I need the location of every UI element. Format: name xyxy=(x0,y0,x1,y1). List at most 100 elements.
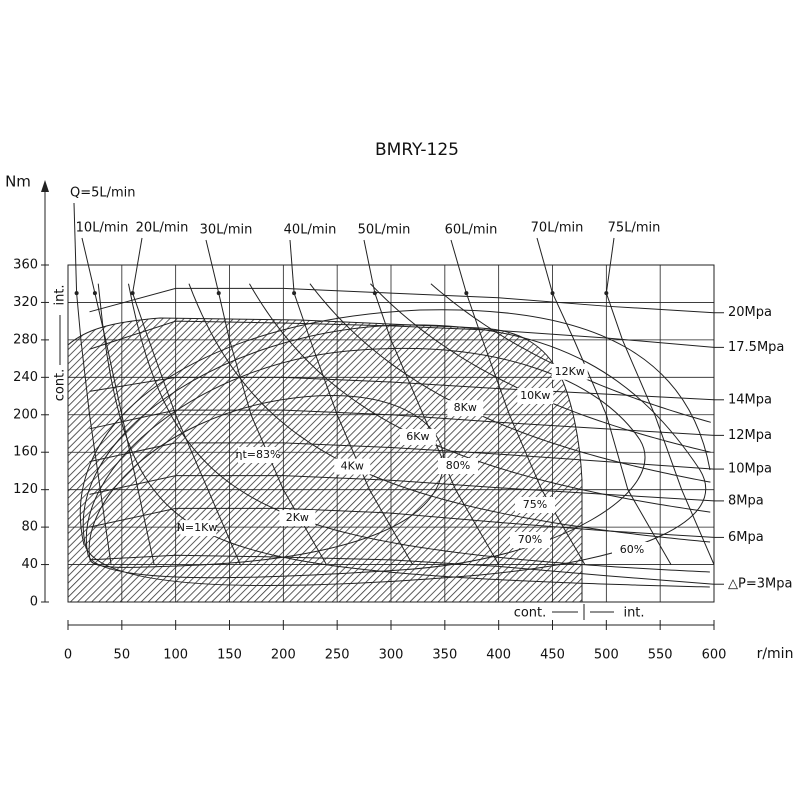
pressure-curve xyxy=(89,320,715,350)
flow-leader xyxy=(132,237,143,294)
flow-curve xyxy=(374,292,500,565)
y-tick-label: 200 xyxy=(13,407,38,422)
int-label-left: int. xyxy=(53,284,68,305)
power-label-bg xyxy=(551,363,588,380)
y-tick-label: 280 xyxy=(13,332,38,347)
power-label-bg xyxy=(517,388,554,405)
pressure-label: 6Mpa xyxy=(728,530,764,545)
power-label-bg xyxy=(399,428,436,445)
x-tick-label: 600 xyxy=(702,648,727,663)
y-tick-label: 40 xyxy=(21,557,38,572)
pressure-label: 8Mpa xyxy=(728,493,764,508)
y-tick-label: 320 xyxy=(13,295,38,310)
efficiency-label-bg xyxy=(515,497,555,513)
power-label-bg xyxy=(180,520,217,537)
flow-label: 60L/min xyxy=(445,223,498,238)
pressure-label: 14Mpa xyxy=(728,392,772,407)
y-axis-arrow xyxy=(41,180,49,192)
flow-label: 20L/min xyxy=(136,221,189,236)
efficiency-label-bg xyxy=(238,447,278,463)
efficiency-label-bg xyxy=(438,458,478,474)
flow-label: 50L/min xyxy=(358,223,411,238)
flow-curve xyxy=(94,292,155,565)
efficiency-label: 70% xyxy=(518,533,542,546)
pressure-label: △P=3Mpa xyxy=(728,577,792,592)
pressure-curve xyxy=(89,376,715,401)
int-label-bottom: int. xyxy=(623,606,644,621)
flow-label: 70L/min xyxy=(531,221,584,236)
flow-leader xyxy=(605,237,615,294)
efficiency-label-bg xyxy=(510,532,550,548)
pressure-label: 20Mpa xyxy=(728,305,772,320)
x-tick-label: 200 xyxy=(271,648,296,663)
flow-label: Q=5L/min xyxy=(70,186,136,201)
x-tick-label: 300 xyxy=(379,648,404,663)
flow-curve xyxy=(76,293,112,565)
x-tick-label: 250 xyxy=(325,648,350,663)
power-label: 12Kw xyxy=(555,365,585,378)
x-tick-label: 450 xyxy=(540,648,565,663)
flow-curve xyxy=(465,292,586,565)
pressure-label: 10Mpa xyxy=(728,462,772,477)
flow-curve xyxy=(552,292,672,565)
flow-pointer xyxy=(292,291,297,296)
pressure-curve xyxy=(89,287,715,314)
flow-pointer xyxy=(550,291,555,296)
power-label: 2Kw xyxy=(286,511,309,524)
flow-leader xyxy=(289,239,295,294)
cont-int-divider-bottom xyxy=(552,604,614,620)
efficiency-label: 75% xyxy=(523,498,547,511)
pressure-curve xyxy=(89,409,715,436)
chart-title: BMRY-125 xyxy=(375,140,459,160)
flow-pointer xyxy=(92,291,97,296)
efficiency-label-bg xyxy=(612,542,652,558)
efficiency-label: 80% xyxy=(446,459,470,472)
y-axis-label: Nm xyxy=(5,173,31,191)
flow-label: 75L/min xyxy=(608,221,661,236)
power-label-bg xyxy=(279,510,316,527)
x-tick-label: 550 xyxy=(648,648,673,663)
flow-label: 30L/min xyxy=(200,223,253,238)
power-label: N=1Kw. xyxy=(177,521,220,534)
y-tick-label: 360 xyxy=(13,258,38,273)
y-tick-label: 160 xyxy=(13,445,38,460)
x-tick-label: 50 xyxy=(114,648,131,663)
power-label: 4Kw xyxy=(341,460,364,473)
pressure-curve xyxy=(89,554,715,585)
y-tick-label: 240 xyxy=(13,370,38,385)
flow-label: 40L/min xyxy=(284,223,337,238)
efficiency-label: ηt=83% xyxy=(236,448,281,461)
flow-pointer xyxy=(216,291,221,296)
efficiency-label: 60% xyxy=(620,543,644,556)
continuous-region xyxy=(67,317,583,603)
pressure-curve xyxy=(89,442,715,470)
flow-pointer xyxy=(130,291,135,296)
flow-leader xyxy=(450,239,467,294)
flow-pointer xyxy=(74,291,79,296)
power-curve xyxy=(249,283,711,513)
flow-curve xyxy=(605,292,715,565)
flow-leader xyxy=(536,237,553,294)
y-tick-label: 120 xyxy=(13,482,38,497)
power-curve xyxy=(127,283,710,573)
flow-leader xyxy=(81,237,96,294)
y-tick-label: 0 xyxy=(30,595,38,610)
cont-label-left: cont. xyxy=(53,369,68,402)
pressure-label: 12Mpa xyxy=(728,428,772,443)
cont-label-bottom: cont. xyxy=(514,606,547,621)
y-tick-label: 80 xyxy=(21,520,38,535)
power-label: 8Kw xyxy=(454,401,477,414)
power-label: 6Kw xyxy=(406,430,429,443)
flow-pointer xyxy=(372,291,377,296)
flow-leader xyxy=(205,239,220,294)
power-curve xyxy=(309,283,711,483)
x-tick-label: 350 xyxy=(432,648,457,663)
flow-curve xyxy=(293,292,413,565)
flow-leader xyxy=(73,202,78,294)
power-label: 10Kw xyxy=(520,389,550,402)
x-tick-label: 150 xyxy=(217,648,242,663)
flow-pointer xyxy=(604,291,609,296)
flow-pointer xyxy=(464,291,469,296)
x-tick-label: 500 xyxy=(594,648,619,663)
